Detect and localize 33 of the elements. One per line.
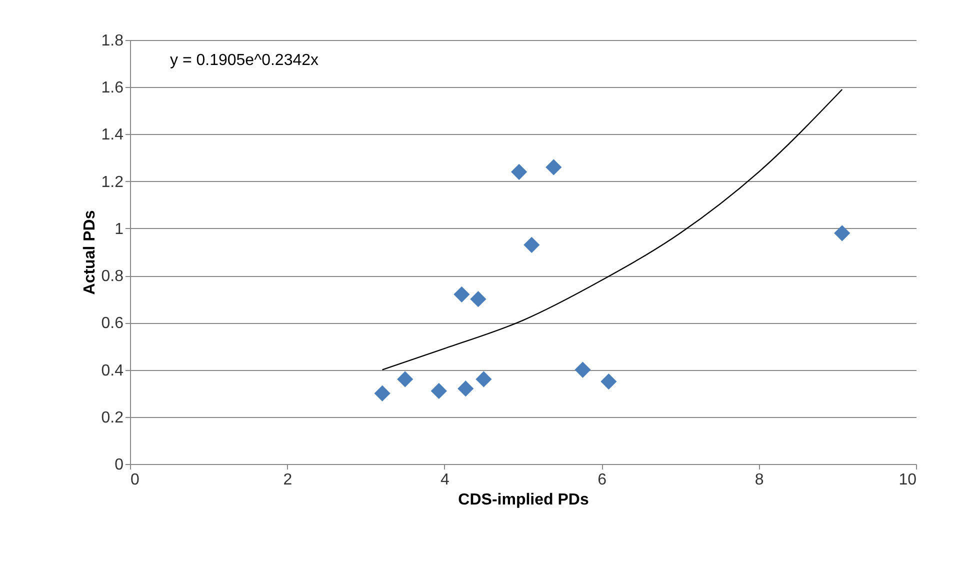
- point: [430, 382, 447, 400]
- x-tick-label: 6: [598, 472, 607, 488]
- point: [834, 225, 850, 242]
- y-tick-label: 1.8: [101, 32, 124, 50]
- point: [397, 371, 414, 388]
- point: [574, 362, 591, 378]
- y-tick-label: 0.6: [101, 315, 124, 332]
- x-tick-label: 0: [130, 472, 140, 488]
- point: [511, 164, 528, 180]
- point: [458, 380, 474, 397]
- y-tick-label: 0.2: [101, 409, 124, 426]
- point: [470, 291, 486, 308]
- y-tick-label: 0.4: [101, 362, 124, 380]
- x-tick-label: 4: [440, 472, 450, 488]
- x-tick-label: 2: [283, 472, 292, 488]
- y-tick-label: 1.6: [101, 80, 124, 97]
- x-tick-label: 8: [754, 472, 764, 488]
- x-tick-label: 10: [898, 472, 917, 488]
- y-tick-label: 1: [114, 220, 124, 238]
- annotation: y = 0.1905e^0.2342x: [170, 52, 319, 69]
- x-axis-title: CDS-implied PDs: [458, 492, 589, 508]
- point: [454, 286, 470, 302]
- point: [600, 373, 617, 390]
- y-tick-label: 0: [114, 456, 124, 474]
- point: [476, 371, 492, 388]
- y-tick-label: 1.2: [101, 174, 124, 191]
- point: [524, 236, 540, 253]
- point: [374, 385, 390, 402]
- y-tick-label: 1.4: [101, 126, 124, 144]
- point: [546, 159, 562, 176]
- line-series: [382, 88, 843, 370]
- y-tick-label: 0.8: [101, 268, 124, 286]
- y-axis-title: Actual PDs: [81, 210, 98, 295]
